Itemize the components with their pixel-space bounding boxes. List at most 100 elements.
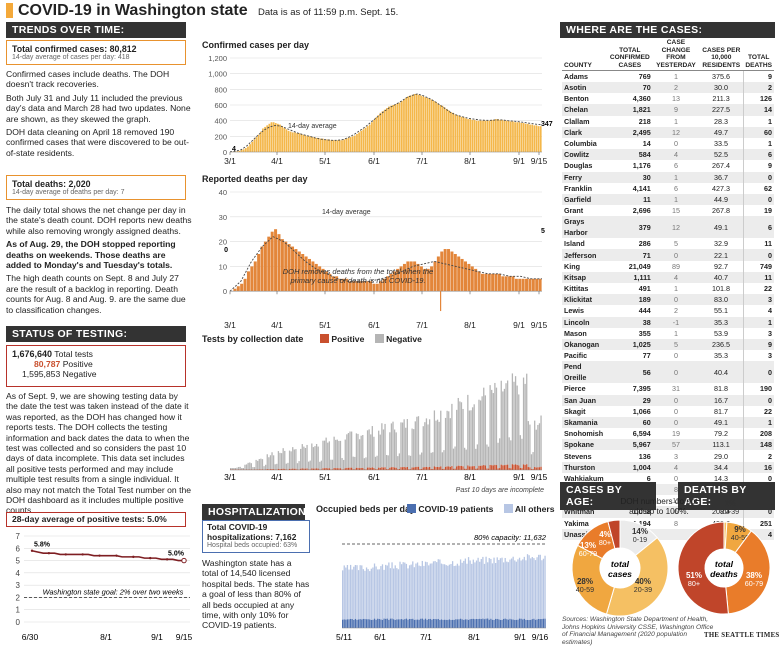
positive-bar — [534, 467, 536, 470]
table-cell: Adams — [564, 72, 588, 81]
covid-bar — [499, 619, 502, 628]
table-cell: 444 — [638, 306, 651, 316]
covid-bar — [380, 619, 382, 628]
goal-label: Washington state goal: 2% over two weeks — [43, 587, 184, 596]
bar — [352, 281, 356, 292]
bar — [328, 139, 331, 152]
sources-note: Sources: Washington State Department of … — [562, 616, 714, 646]
positive-bar — [530, 469, 533, 470]
bar — [509, 121, 512, 152]
negative-bar — [413, 429, 415, 468]
table-cell: 1,025 — [606, 338, 653, 351]
bar — [262, 128, 264, 152]
others-bar — [377, 569, 379, 619]
table-cell: 81.7 — [714, 406, 729, 416]
others-bar — [544, 555, 546, 619]
positivity-title: 28-day average of positive tests: 5.0% — [6, 512, 186, 527]
others-bar — [415, 563, 417, 620]
others-bar — [370, 568, 372, 620]
positive-bar — [363, 469, 366, 470]
positive-bar — [519, 467, 522, 470]
positive-bar — [440, 466, 442, 470]
others-bar — [448, 564, 451, 620]
others-bar — [495, 562, 497, 619]
positive-bar — [378, 467, 380, 470]
positive-bar — [268, 469, 270, 470]
positive-bar — [323, 468, 326, 470]
average-annotation: 14-day average — [322, 209, 371, 216]
data-point — [149, 556, 152, 560]
negative-bar — [328, 441, 330, 469]
others-bar — [410, 564, 412, 619]
slice-label: 9% 40-59 — [731, 525, 749, 542]
positive-bar — [491, 465, 493, 470]
others-bar — [523, 556, 525, 619]
others-bar — [416, 562, 419, 620]
negative-bar — [448, 411, 450, 467]
bar — [441, 105, 444, 152]
covid-bar — [514, 619, 516, 628]
data-point — [47, 552, 51, 555]
others-bar — [396, 568, 398, 620]
bar — [394, 104, 397, 152]
others-bar — [474, 562, 476, 620]
positive-bar — [384, 467, 386, 470]
others-bar — [493, 557, 495, 620]
positive-bar — [258, 469, 260, 470]
others-bar — [444, 564, 446, 620]
deaths-note: The daily total shows the net change per… — [6, 205, 192, 236]
positive-bar — [470, 466, 472, 470]
negative-bar — [489, 385, 491, 465]
covid-bar — [506, 619, 508, 628]
covid-bar — [356, 619, 358, 628]
table-cell: 13 — [671, 94, 680, 104]
table-cell: 5 — [652, 338, 700, 351]
others-bar — [402, 562, 404, 620]
table-cell: Lincoln — [562, 316, 607, 328]
positive-bar — [371, 467, 373, 470]
table-row: San Juan 29 0 16.7 0 — [562, 394, 774, 406]
others-bar — [434, 561, 436, 619]
bar — [469, 119, 472, 152]
positive-bar — [456, 466, 458, 470]
end-value-label: 5.0% — [168, 551, 185, 558]
covid-bar — [534, 619, 537, 628]
others-bar — [510, 558, 513, 620]
covid-bar — [498, 619, 500, 628]
negative-bar — [497, 442, 499, 469]
table-row: Garfield 11 1 44.9 0 — [562, 193, 774, 206]
covid-bar — [459, 618, 462, 628]
bar — [407, 96, 410, 152]
bar — [507, 120, 510, 152]
covid-bar — [378, 619, 380, 628]
table-cell: 11,194 — [629, 518, 651, 528]
bar — [423, 268, 427, 292]
positive-bar — [432, 468, 434, 470]
bar — [505, 120, 508, 152]
column-header: CASES PER 10,000 RESIDENTS — [699, 39, 744, 71]
bar — [291, 246, 295, 292]
bar — [473, 119, 476, 152]
others-bar — [343, 565, 345, 620]
positive-bar — [366, 467, 369, 470]
x-tick-label: 7/1 — [416, 472, 428, 482]
bar — [411, 94, 414, 152]
table-row: King 21,049 89 92.7 749 — [562, 260, 774, 272]
others-bar — [487, 562, 489, 619]
x-tick-label: 9/15 — [531, 320, 548, 330]
negative-bar — [484, 395, 486, 466]
covid-bar — [354, 618, 357, 628]
incomplete-note: Past 10 days are incomplete — [456, 487, 544, 494]
positivity-chart: 0 1 2 3 4 5 6 7 Washington state goal: 2% over t… — [16, 532, 193, 642]
deaths-notes: The daily total shows the net change per… — [6, 205, 192, 318]
bar — [283, 127, 286, 152]
negative-bar — [400, 422, 402, 468]
y-tick-label: 600 — [214, 101, 227, 110]
bar — [353, 135, 356, 152]
others-bar — [461, 562, 463, 620]
as-of-note: Data is as of 11:59 p.m. Sept. 15. — [258, 7, 399, 18]
table-cell: Douglas — [564, 161, 593, 171]
negative-bar — [532, 452, 534, 469]
legend-covid-swatch — [407, 504, 416, 513]
positive-bar — [457, 465, 459, 470]
